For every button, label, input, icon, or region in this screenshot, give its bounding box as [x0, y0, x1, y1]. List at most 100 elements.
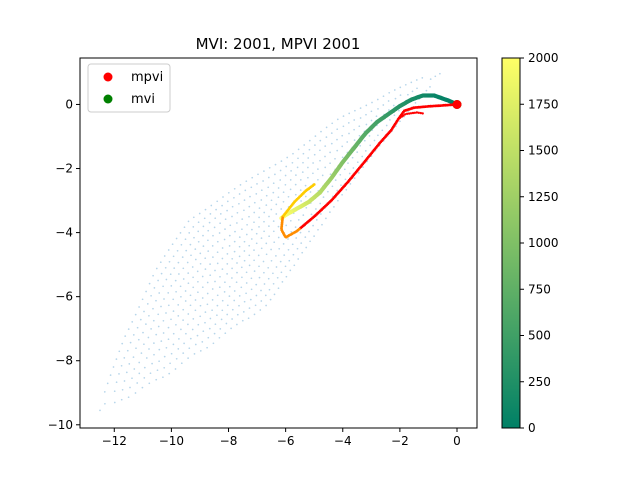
cloud-point [324, 145, 327, 147]
mpvi-branch-point [407, 112, 411, 115]
cloud-point [229, 224, 232, 227]
cloud-point [171, 243, 174, 246]
x-tick-label: −10 [159, 434, 184, 448]
cloud-point [240, 286, 243, 289]
x-tick-label: −6 [277, 434, 295, 448]
cloud-point [260, 237, 263, 239]
cloud-point [233, 250, 236, 253]
cloud-point [201, 275, 204, 278]
cloud-point [358, 134, 361, 137]
cloud-point [341, 193, 343, 196]
cloud-point [120, 398, 123, 401]
cloud-point [162, 319, 165, 322]
cloud-point [308, 230, 310, 233]
cloud-point [274, 173, 276, 176]
cloud-point [136, 326, 139, 329]
cloud-point [315, 208, 317, 210]
cloud-point [265, 204, 268, 206]
cloud-point [109, 374, 112, 376]
cloud-point [309, 240, 311, 243]
cloud-point [253, 221, 255, 224]
cloud-point [197, 291, 199, 294]
cloud-point [382, 104, 385, 106]
colorbar-tick-label: 1000 [528, 236, 559, 250]
legend: mpvi mvi [87, 63, 171, 113]
cloud-point [247, 317, 250, 320]
cloud-point [115, 381, 118, 384]
cloud-point [179, 285, 182, 288]
cloud-point [160, 340, 163, 342]
cloud-point [183, 342, 185, 345]
cloud-point [388, 91, 391, 94]
cloud-point [364, 150, 367, 152]
cloud-point [421, 77, 424, 79]
cloud-point [279, 179, 282, 181]
cloud-point [319, 159, 321, 162]
cloud-point [267, 277, 270, 280]
cloud-point [136, 382, 139, 384]
cloud-point [297, 258, 300, 260]
cloud-point [398, 109, 400, 112]
cloud-point [177, 304, 180, 306]
cloud-point [439, 72, 441, 75]
cloud-point [277, 187, 280, 189]
cloud-point [399, 86, 402, 89]
cloud-point [159, 261, 162, 264]
cloud-point [286, 156, 289, 159]
cloud-point [354, 109, 356, 112]
cloud-point [312, 172, 314, 175]
cloud-point [313, 235, 315, 237]
cloud-point [294, 226, 297, 228]
cloud-point [242, 311, 245, 313]
cloud-point [407, 93, 409, 96]
cloud-point [346, 141, 349, 143]
cloud-point [260, 247, 263, 250]
cloud-point [199, 262, 202, 265]
cloud-point [282, 200, 285, 203]
cloud-point [155, 333, 158, 336]
cloud-point [173, 267, 176, 269]
cloud-point [243, 259, 246, 262]
trajectories [279, 93, 460, 239]
cloud-point [172, 298, 175, 301]
cloud-point [139, 318, 142, 321]
cloud-point [219, 213, 222, 215]
cloud-point [192, 226, 195, 228]
cloud-point [387, 100, 390, 102]
cloud-point [308, 148, 311, 151]
cloud-point [138, 361, 141, 364]
cloud-point [294, 193, 297, 196]
y-tick-label: −2 [55, 162, 73, 176]
cloud-point [302, 214, 305, 216]
cloud-point [180, 243, 183, 246]
cloud-point [238, 295, 241, 297]
end-markers [452, 100, 462, 109]
mpvi-branch-point [405, 112, 409, 116]
cloud-point [228, 234, 231, 237]
cloud-point [272, 191, 275, 194]
cloud-point [249, 195, 251, 198]
cloud-point [201, 297, 204, 299]
cloud-point [214, 323, 217, 326]
mpvi-branch-point [419, 111, 422, 115]
cloud-point [392, 104, 395, 107]
cloud-point [329, 162, 331, 165]
cloud-point [388, 109, 390, 111]
cloud-point [157, 325, 160, 328]
cloud-point [248, 254, 251, 257]
cloud-point [201, 286, 204, 289]
cloud-point [336, 128, 339, 131]
cloud-point [158, 348, 161, 351]
cloud-point [321, 223, 323, 226]
cloud-point [250, 186, 253, 189]
cloud-point [162, 285, 164, 288]
cloud-point [167, 304, 170, 307]
cloud-point [186, 261, 189, 264]
cloud-point [257, 173, 259, 176]
cloud-point [245, 292, 247, 295]
y-tick-label: −10 [48, 418, 73, 432]
mpvi-branch-point [411, 111, 415, 115]
cloud-point [272, 282, 275, 285]
cloud-point [275, 203, 278, 206]
